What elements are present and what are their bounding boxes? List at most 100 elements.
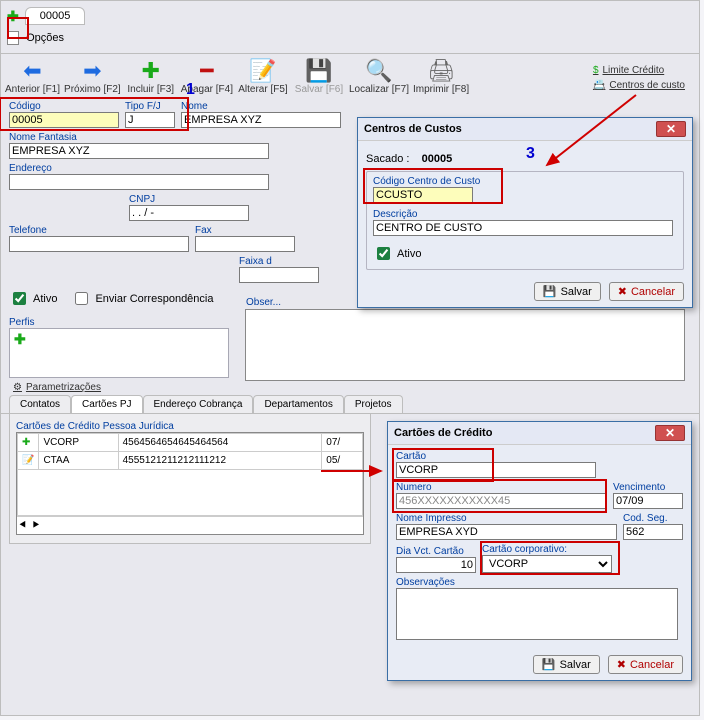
row-edit-icon[interactable]: 📝	[22, 455, 34, 466]
cartoes-table-box: ✚ VCORP 4564564654645464564 07/ 📝 CTAA 4…	[16, 432, 364, 535]
nome-fantasia-label: Nome Fantasia	[9, 132, 269, 143]
nome-impresso-input[interactable]	[396, 524, 617, 540]
dollar-icon: $	[593, 65, 599, 76]
nome-impresso-label: Nome Impresso	[396, 513, 617, 524]
cell-numero: 4564564654645464564	[118, 434, 322, 452]
toolbar-alterar[interactable]: 📝 Alterar [F5]	[237, 60, 289, 95]
gear-icon: ⚙	[13, 382, 22, 393]
centros-salvar-button[interactable]: 💾Salvar	[534, 282, 601, 301]
table-scroll-controls[interactable]: ⯇ ⯈	[17, 516, 363, 534]
ativo-cb-label: Ativo	[33, 293, 57, 305]
nome-fantasia-input[interactable]	[9, 143, 269, 159]
cartoes-dialog-title-bar[interactable]: Cartões de Crédito ✕	[388, 422, 691, 445]
perfis-add-icon[interactable]: ✚	[10, 329, 222, 350]
ativo-cb-input[interactable]	[13, 292, 26, 305]
centros-dialog: Centros de Custos ✕ Sacado : 00005 Códig…	[357, 117, 693, 308]
fax-input[interactable]	[195, 236, 295, 252]
dia-vct-input[interactable]	[396, 557, 476, 573]
toolbar-anterior[interactable]: ⬅ Anterior [F1]	[5, 60, 60, 95]
faixa-label: Faixa d	[239, 256, 319, 267]
toolbar-salvar: 💾 Salvar [F6]	[293, 60, 345, 95]
observacoes-input[interactable]	[396, 588, 678, 640]
tab-cartoes-pj[interactable]: Cartões PJ	[71, 395, 142, 413]
row-add-icon[interactable]: ✚	[22, 437, 30, 448]
cc-ativo-cb-input[interactable]	[377, 247, 390, 260]
numero-input[interactable]	[396, 493, 607, 509]
new-tab-plus-icon[interactable]: ✚	[7, 8, 19, 25]
save-icon: 💾	[305, 60, 332, 84]
save-icon: 💾	[543, 285, 557, 298]
close-icon[interactable]: ✕	[655, 425, 685, 441]
cartoes-section-title: Cartões de Crédito Pessoa Jurídica	[16, 421, 174, 432]
cartoes-cancelar-label: Cancelar	[630, 659, 674, 671]
tipofj-label: Tipo F/J	[125, 101, 175, 112]
centros-cancelar-label: Cancelar	[631, 286, 675, 298]
document-tab[interactable]: 00005	[25, 7, 86, 25]
cc-descricao-input[interactable]	[373, 220, 673, 236]
toolbar-proximo[interactable]: ➡ Próximo [F2]	[64, 60, 121, 95]
cc-ativo-checkbox[interactable]: Ativo	[373, 244, 677, 263]
cartoes-salvar-label: Salvar	[560, 659, 591, 671]
centros-icon: 📇	[593, 80, 605, 91]
cartao-input[interactable]	[396, 462, 596, 478]
telefone-label: Telefone	[9, 225, 189, 236]
options-menu[interactable]: Opções	[1, 29, 699, 51]
toolbar-localizar[interactable]: 🔍 Localizar [F7]	[349, 60, 409, 95]
ativo-checkbox[interactable]: Ativo	[9, 289, 57, 308]
cell-vcto: 05/	[322, 452, 363, 470]
toolbar-apagar[interactable]: ━ Apagar [F4]	[181, 60, 233, 95]
vencimento-input[interactable]	[613, 493, 683, 509]
table-row[interactable]: ✚ VCORP 4564564654645464564 07/	[18, 434, 363, 452]
endereco-label: Endereço	[9, 163, 269, 174]
toolbar-imprimir[interactable]: 🖨 Imprimir [F8]	[413, 60, 469, 95]
cartao-corp-label: Cartão corporativo:	[482, 544, 612, 555]
toolbar-anterior-label: Anterior [F1]	[5, 84, 60, 95]
obser-panel: Obser...	[245, 309, 685, 381]
endereco-input[interactable]	[9, 174, 269, 190]
parametrizacoes-link[interactable]: ⚙ Parametrizações	[13, 382, 687, 393]
minus-icon: ━	[200, 60, 213, 84]
toolbar-imprimir-label: Imprimir [F8]	[413, 84, 469, 95]
centros-dialog-title: Centros de Custos	[364, 123, 462, 135]
toolbar-incluir[interactable]: ✚ Incluir [F3]	[125, 60, 177, 95]
codigo-input[interactable]	[9, 112, 119, 128]
search-icon: 🔍	[365, 60, 392, 84]
cartoes-salvar-button[interactable]: 💾Salvar	[533, 655, 600, 674]
tipofj-input[interactable]	[125, 112, 175, 128]
cod-seg-input[interactable]	[623, 524, 683, 540]
nome-input[interactable]	[181, 112, 341, 128]
faixa-input[interactable]	[239, 267, 319, 283]
tab-projetos[interactable]: Projetos	[344, 395, 403, 413]
centros-cancelar-button[interactable]: ✖Cancelar	[609, 282, 684, 301]
cartoes-dialog-title: Cartões de Crédito	[394, 427, 492, 439]
limite-credito-link[interactable]: $ Limite Crédito	[593, 65, 664, 76]
dia-vct-label: Dia Vct. Cartão	[396, 546, 476, 557]
enviar-corr-checkbox[interactable]: Enviar Correspondência	[71, 289, 213, 308]
enviar-corr-cb-input[interactable]	[75, 292, 88, 305]
centros-dialog-buttons: 💾Salvar ✖Cancelar	[358, 276, 692, 307]
telefone-input[interactable]	[9, 236, 189, 252]
enviar-corr-cb-label: Enviar Correspondência	[95, 293, 213, 305]
toolbar-salvar-label: Salvar [F6]	[295, 84, 343, 95]
fax-label: Fax	[195, 225, 295, 236]
centros-dialog-title-bar[interactable]: Centros de Custos ✕	[358, 118, 692, 141]
cc-codigo-input[interactable]	[373, 187, 473, 203]
cartao-corp-select[interactable]: VCORP	[482, 555, 612, 573]
tab-endereco-cobranca[interactable]: Endereço Cobrança	[143, 395, 254, 413]
tab-contatos[interactable]: Contatos	[9, 395, 71, 413]
cartoes-cancelar-button[interactable]: ✖ Cancelar	[608, 655, 683, 674]
forward-icon: ➡	[83, 60, 101, 84]
cell-nome: CTAA	[39, 452, 118, 470]
cancel-icon: ✖	[617, 658, 626, 671]
vencimento-label: Vencimento	[613, 482, 683, 493]
edit-icon: 📝	[249, 60, 276, 84]
toolbar-proximo-label: Próximo [F2]	[64, 84, 121, 95]
observacoes-label: Observações	[396, 577, 683, 588]
tab-departamentos[interactable]: Departamentos	[253, 395, 343, 413]
cartoes-dialog-body: Cartão Numero Vencimento Nome Impresso	[388, 445, 691, 649]
centros-custo-link[interactable]: 📇 Centros de custo	[593, 80, 685, 91]
table-row[interactable]: 📝 CTAA 4555121211212111212 05/	[18, 452, 363, 470]
close-icon[interactable]: ✕	[656, 121, 686, 137]
toolbar-alterar-label: Alterar [F5]	[238, 84, 287, 95]
cnpj-input[interactable]	[129, 205, 249, 221]
